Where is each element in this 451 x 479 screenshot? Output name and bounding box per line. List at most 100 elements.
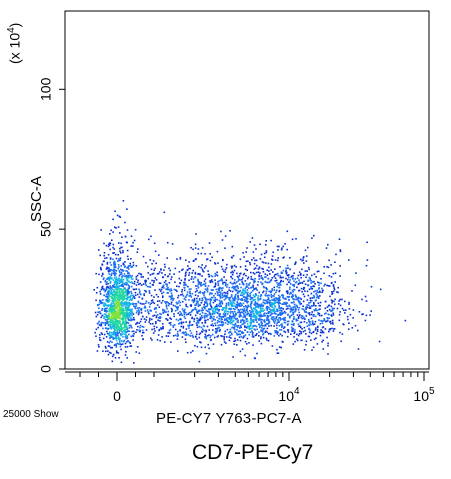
event-point [177, 319, 180, 322]
event-point [325, 312, 327, 314]
event-point [219, 293, 222, 295]
event-point [96, 322, 99, 325]
event-point [256, 306, 258, 309]
event-point [274, 268, 276, 270]
event-point [121, 304, 123, 307]
event-point [191, 316, 194, 319]
event-point [105, 283, 108, 285]
event-point [231, 273, 234, 276]
event-point [253, 319, 255, 321]
event-point [230, 295, 233, 298]
event-point [259, 309, 262, 311]
event-point [232, 326, 234, 329]
event-point [234, 331, 236, 333]
event-point [331, 315, 333, 317]
event-point [195, 333, 198, 335]
event-point [168, 282, 171, 284]
event-point [208, 293, 211, 296]
event-point [115, 345, 118, 348]
event-point [136, 329, 138, 331]
event-point [233, 326, 236, 328]
event-point [276, 245, 279, 248]
event-point [152, 260, 155, 262]
event-point [203, 329, 205, 332]
event-point [191, 299, 194, 301]
event-point [289, 286, 291, 289]
event-point [100, 229, 102, 231]
event-point [196, 289, 198, 292]
event-point [246, 291, 248, 294]
event-point [236, 285, 239, 287]
event-point [136, 274, 139, 277]
event-point [98, 311, 100, 314]
event-point [267, 301, 270, 304]
event-point [366, 241, 368, 244]
event-point [260, 281, 262, 284]
event-point [178, 323, 180, 325]
event-point [220, 343, 223, 346]
event-point [337, 286, 339, 289]
event-point [267, 262, 270, 265]
event-point [133, 297, 136, 299]
event-point [232, 271, 234, 274]
event-point [118, 242, 120, 244]
event-point [122, 315, 125, 318]
event-point [134, 294, 137, 297]
event-point [114, 323, 117, 325]
event-point [282, 257, 284, 259]
event-point [286, 320, 289, 323]
event-point [231, 305, 234, 308]
event-point [262, 328, 265, 330]
event-point [271, 345, 274, 347]
event-point [332, 323, 334, 325]
event-point [126, 321, 128, 324]
event-point [117, 334, 119, 337]
event-point [269, 302, 271, 305]
event-point [106, 330, 108, 333]
event-point [300, 326, 302, 329]
event-point [127, 302, 129, 305]
event-point [202, 292, 204, 295]
event-point [168, 295, 171, 298]
event-point [111, 319, 114, 322]
event-point [180, 313, 182, 316]
event-point [328, 308, 331, 311]
event-point [194, 276, 196, 278]
event-point [222, 259, 224, 262]
event-point [190, 246, 192, 249]
event-point [152, 332, 155, 334]
event-point [245, 283, 248, 285]
event-point [131, 334, 134, 337]
event-point [208, 273, 210, 276]
event-point [102, 260, 105, 263]
event-point [291, 301, 294, 304]
event-point [265, 292, 267, 295]
event-point [313, 323, 316, 325]
event-point [130, 325, 132, 328]
event-point [117, 325, 119, 327]
event-point [237, 298, 239, 301]
event-point [252, 307, 255, 310]
event-point [105, 244, 108, 247]
event-point [115, 339, 118, 342]
event-point [110, 311, 112, 314]
event-point [326, 336, 328, 339]
event-point [243, 256, 245, 258]
event-point [128, 291, 130, 293]
event-point [110, 291, 113, 293]
event-point [302, 293, 305, 296]
event-point [120, 343, 123, 346]
event-point [287, 278, 289, 281]
event-point [256, 289, 258, 291]
event-point [313, 273, 316, 275]
event-point [116, 313, 119, 316]
event-point [211, 281, 214, 283]
event-point [96, 286, 99, 289]
event-point [219, 301, 221, 304]
event-point [276, 348, 278, 351]
event-point [257, 268, 260, 270]
event-point [222, 306, 224, 309]
event-point [139, 282, 141, 285]
event-point [238, 302, 241, 305]
event-point [126, 229, 129, 231]
